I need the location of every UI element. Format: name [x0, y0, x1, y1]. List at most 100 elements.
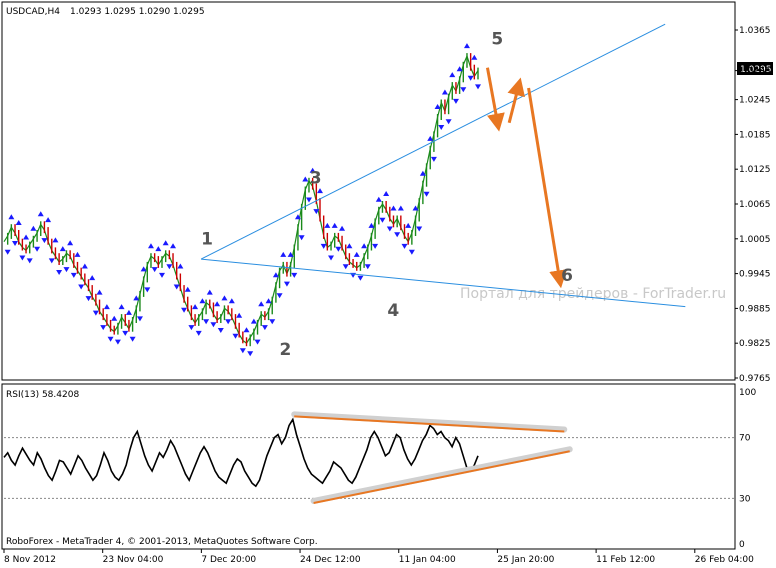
fractal-marker: [254, 339, 261, 345]
wave-label: 6: [561, 266, 573, 286]
fractal-marker: [342, 264, 349, 270]
fractal-marker: [23, 234, 30, 240]
y-tick-label: 0.9825: [739, 339, 771, 349]
fractal-marker: [56, 270, 63, 275]
fractal-marker: [401, 243, 408, 249]
wave-label: 2: [279, 340, 291, 360]
x-tick-label: 23 Nov 04:00: [103, 555, 164, 565]
wave-label: 3: [310, 169, 322, 189]
fractal-marker: [129, 336, 136, 342]
y-tick-label: 0.9765: [739, 374, 771, 384]
forecast-arrow: [507, 77, 525, 124]
fractal-marker: [471, 54, 478, 60]
fractal-marker: [394, 232, 401, 238]
y-tick-label: 1.0005: [739, 235, 771, 245]
x-tick-label: 26 Feb 04:00: [695, 555, 754, 565]
fractal-marker: [368, 222, 375, 228]
fractal-marker: [419, 170, 426, 176]
rsi-panel: [1, 383, 736, 550]
fractal-marker: [203, 319, 210, 325]
rsi-tick-label: 0: [739, 540, 745, 550]
fractal-marker: [111, 315, 118, 321]
fractal-marker: [276, 293, 283, 299]
wave-label: 1: [201, 230, 213, 250]
fractal-marker: [114, 339, 121, 345]
fractal-marker: [166, 264, 173, 270]
fractal-marker: [379, 217, 386, 223]
rsi-tick-label: 30: [739, 494, 751, 504]
x-tick-label: 11 Feb 12:00: [596, 555, 655, 565]
fractal-marker: [136, 316, 143, 322]
fractal-marker: [317, 188, 323, 194]
fractal-marker: [85, 296, 92, 302]
fractal-marker: [283, 281, 290, 287]
fractal-marker: [335, 246, 342, 252]
trend-line-shadow: [310, 446, 573, 504]
fractal-marker: [232, 333, 239, 339]
fractal-marker: [375, 196, 382, 202]
rsi-tick-label: 100: [739, 388, 756, 398]
fractal-marker: [445, 119, 452, 125]
fractal-marker: [416, 226, 423, 232]
fractal-marker: [228, 298, 235, 304]
fractal-marker: [236, 312, 243, 318]
y-tick-label: 0.9885: [739, 304, 771, 314]
x-tick-label: 7 Dec 20:00: [201, 555, 256, 565]
fractal-marker: [30, 225, 37, 231]
fractal-marker: [48, 258, 55, 264]
watermark: Портал для трейдеров - ForTrader.ru: [460, 286, 726, 302]
fractal-marker: [45, 217, 52, 223]
fractal-marker: [383, 191, 390, 196]
fractal-marker: [118, 304, 125, 310]
fractal-marker: [52, 237, 59, 243]
rsi-trend-line: [313, 450, 570, 504]
y-tick-label: 1.0125: [739, 165, 771, 175]
fractal-marker: [243, 327, 250, 333]
channel-line: [201, 258, 686, 308]
fractal-marker: [59, 246, 66, 252]
symbol-title: USDCAD,H4: [6, 7, 60, 17]
fractal-marker: [144, 287, 151, 293]
fractal-marker: [247, 351, 254, 357]
fractal-marker: [26, 258, 33, 264]
fractal-marker: [475, 84, 481, 90]
fractal-marker: [441, 89, 448, 95]
fractal-marker: [408, 249, 415, 255]
fractal-marker: [78, 284, 85, 290]
fractal-marker: [287, 251, 294, 257]
ohlc-readout: 1.0293 1.0295 1.0290 1.0295: [70, 7, 205, 17]
fractal-marker: [357, 275, 364, 281]
fractal-marker: [81, 263, 88, 269]
trend-line-shadow: [291, 411, 568, 433]
fractal-marker: [67, 240, 74, 246]
fractal-marker: [96, 289, 103, 295]
x-tick-label: 25 Jan 20:00: [497, 555, 554, 565]
fractal-marker: [405, 222, 412, 228]
fractal-marker: [34, 246, 41, 252]
fractal-marker: [280, 251, 287, 257]
fractal-marker: [412, 205, 419, 211]
current-price-label: 1.0295: [740, 65, 772, 75]
fractal-marker: [309, 167, 316, 173]
fractal-marker: [305, 197, 312, 203]
fractal-marker: [188, 325, 195, 331]
fractal-marker: [225, 319, 232, 325]
current-price-box: [737, 62, 773, 75]
fractal-marker: [386, 226, 393, 232]
fractal-marker: [37, 211, 44, 217]
fractal-marker: [107, 336, 114, 342]
fractal-marker: [331, 222, 338, 228]
fractal-marker: [19, 255, 26, 261]
fractal-marker: [210, 322, 217, 328]
fractal-marker: [70, 272, 77, 278]
fractal-marker: [92, 310, 99, 316]
fractal-marker: [298, 235, 305, 241]
y-tick-label: 1.0295: [739, 67, 771, 77]
fractal-marker: [206, 289, 213, 295]
fractal-marker: [41, 238, 48, 244]
fractal-marker: [313, 209, 320, 215]
fractal-marker: [74, 251, 81, 257]
fractal-marker: [423, 191, 430, 197]
fractal-marker: [181, 307, 188, 313]
